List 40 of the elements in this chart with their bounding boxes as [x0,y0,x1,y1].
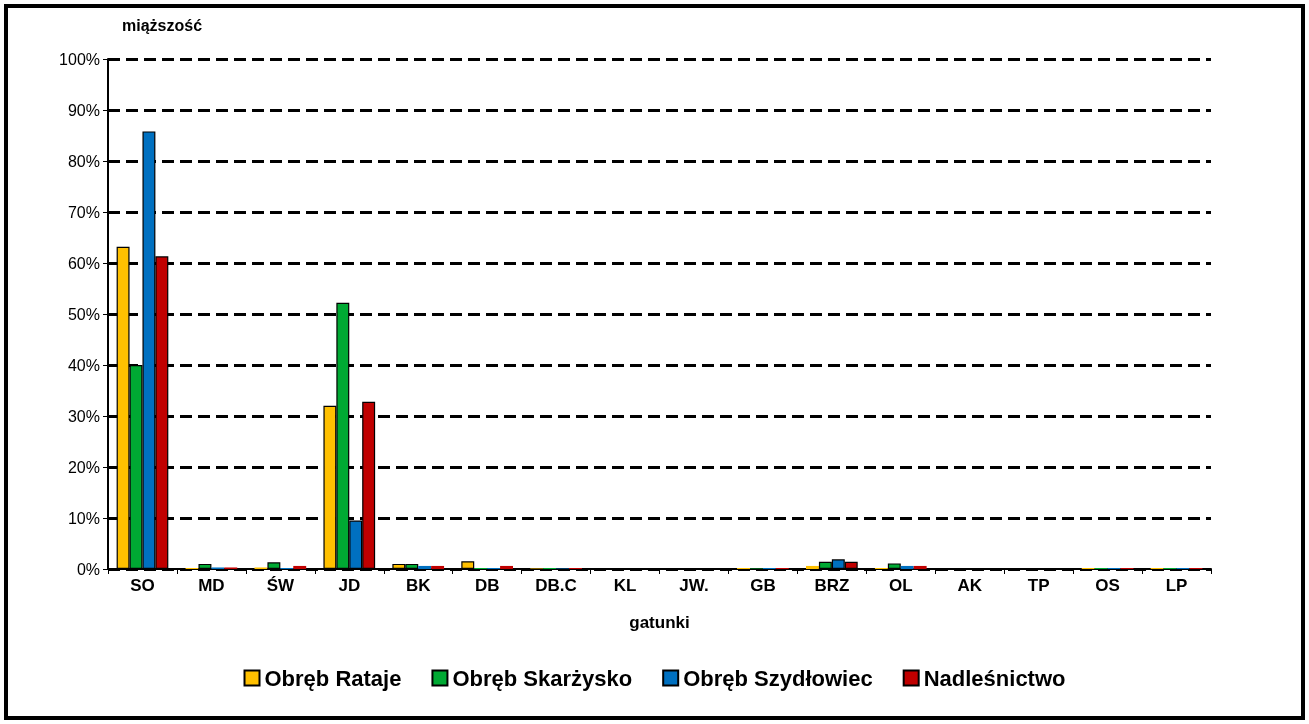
y-tick-label: 0% [76,560,100,578]
y-tick-label: 10% [67,509,100,527]
y-tick-label: 70% [67,203,100,221]
x-tick-label: OL [888,576,913,595]
bar [900,565,914,569]
bar [500,565,514,569]
x-tick-label: AK [957,576,983,595]
y-tick-label: 80% [67,152,100,170]
x-tick-label: TP [1027,576,1050,595]
x-tick-label: DB.C [535,576,577,595]
y-tick-label: 30% [67,407,100,425]
legend-label: Nadleśnictwo [923,665,1066,691]
bar [913,565,927,569]
y-tick-label: 90% [67,101,100,119]
y-axis-title: miąższość [122,16,203,34]
x-tick-label: JD [338,576,361,595]
x-axis-title: gatunki [629,613,690,632]
x-tick-label: MD [198,576,225,595]
y-tick-label: 100% [59,50,100,68]
x-tick-label: BK [405,576,432,595]
y-tick-label: 60% [67,254,100,272]
bar [431,565,445,569]
legend-label: Obręb Skarżysko [452,665,633,691]
legend-label: Obręb Szydłowiec [683,665,873,691]
x-tick-label: DB [474,576,500,595]
bar [805,565,819,569]
y-tick-label: 20% [67,458,100,476]
x-tick-label: JW. [679,576,709,595]
bar [293,565,307,569]
x-tick-label: ŚW [266,576,295,595]
x-tick-label: BRZ [814,576,850,595]
legend-label: Obręb Rataje [264,665,402,691]
y-tick-label: 50% [67,305,100,323]
x-tick-label: OS [1095,576,1120,595]
x-tick-label: GB [750,576,776,595]
x-tick-label: LP [1165,576,1188,595]
x-tick-label: SO [130,576,155,595]
y-tick-label: 40% [67,356,100,374]
bar [418,565,432,569]
x-tick-label: KL [613,576,637,595]
